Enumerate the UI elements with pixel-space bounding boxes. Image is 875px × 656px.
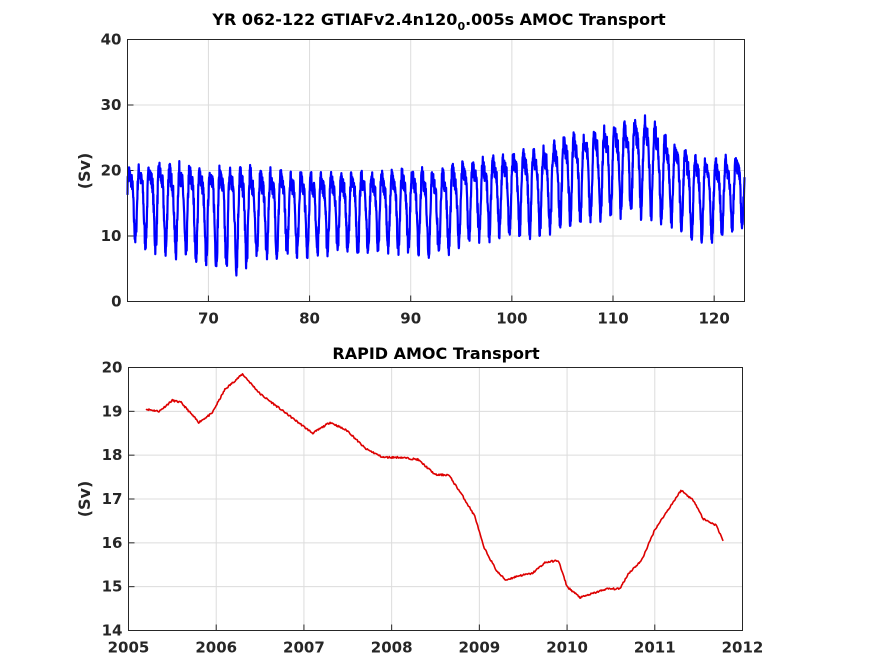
rapid-amoc-ylabel: (Sv) xyxy=(75,481,94,518)
rapid-amoc-ytick-label: 20 xyxy=(102,359,123,377)
rapid-amoc-xtick-label: 2005 xyxy=(108,639,150,656)
rapid-amoc-xtick-label: 2012 xyxy=(722,639,764,656)
rapid-amoc-ytick-label: 15 xyxy=(102,578,123,596)
rapid-amoc-xtick-label: 2006 xyxy=(195,639,237,656)
rapid-amoc-xtick-label: 2007 xyxy=(283,639,325,656)
rapid-amoc-ytick-label: 16 xyxy=(102,534,123,552)
model-amoc-xtick-label: 80 xyxy=(299,310,320,328)
model-amoc-ticks: 70 80 90 100 110 120 0 10 20 30 40 xyxy=(101,31,730,328)
model-amoc-xtick-label: 70 xyxy=(198,310,219,328)
model-amoc-xtick-label: 120 xyxy=(698,310,729,328)
rapid-amoc-series-line xyxy=(145,373,724,599)
model-amoc-ytick-label: 10 xyxy=(101,227,122,245)
rapid-amoc-xtick-label: 2011 xyxy=(634,639,676,656)
rapid-amoc-ticks: 2005 2006 2007 2008 2009 2010 2011 2012 14 15 16 17… xyxy=(102,359,764,656)
rapid-amoc-ytick-label: 14 xyxy=(102,622,123,640)
rapid-amoc-xtick-label: 2008 xyxy=(371,639,413,656)
rapid-amoc-grid xyxy=(128,367,743,631)
model-amoc-xtick-label: 110 xyxy=(597,310,628,328)
rapid-amoc-panel: RAPID AMOC Transport (Sv) 2005 2006 2007 20… xyxy=(75,344,763,656)
rapid-amoc-ytick-label: 19 xyxy=(102,402,123,420)
model-amoc-title: YR 062-122 GTIAFv2.4n1200.005s AMOC Tran… xyxy=(211,10,666,33)
rapid-amoc-ytick-label: 17 xyxy=(102,490,123,508)
rapid-amoc-xtick-label: 2009 xyxy=(458,639,500,656)
model-amoc-panel: YR 062-122 GTIAFv2.4n1200.005s AMOC Tran… xyxy=(75,10,746,328)
model-amoc-xtick-label: 90 xyxy=(400,310,421,328)
model-amoc-axes-box xyxy=(127,39,745,302)
rapid-amoc-axes-box xyxy=(128,367,743,631)
model-amoc-ytick-label: 30 xyxy=(101,96,122,114)
model-amoc-ytick-label: 0 xyxy=(111,293,121,311)
model-amoc-title-subscript: 0 xyxy=(457,20,465,33)
model-amoc-ylabel: (Sv) xyxy=(75,153,94,190)
rapid-amoc-xtick-label: 2010 xyxy=(546,639,588,656)
model-amoc-title-main: YR 062-122 GTIAFv2.4n120 xyxy=(211,10,457,29)
rapid-amoc-title: RAPID AMOC Transport xyxy=(332,344,540,363)
rapid-amoc-ytick-label: 18 xyxy=(102,446,123,464)
model-amoc-title-suffix: .005s AMOC Transport xyxy=(465,10,666,29)
model-amoc-series-line xyxy=(126,114,746,277)
model-amoc-ytick-label: 20 xyxy=(101,162,122,180)
model-amoc-ytick-label: 40 xyxy=(101,31,122,49)
model-amoc-xtick-label: 100 xyxy=(496,310,527,328)
